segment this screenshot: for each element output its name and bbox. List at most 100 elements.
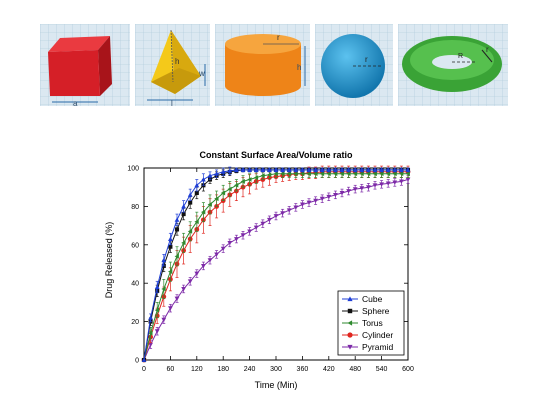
torus-panel: r R [398,24,508,106]
data-point [154,307,160,313]
data-point [313,167,318,172]
data-point [379,167,384,172]
data-point [273,167,279,172]
data-point [352,167,358,172]
data-point [247,167,252,172]
data-point [161,286,166,292]
data-point [366,171,371,177]
data-point [319,171,325,177]
pyramid-w-label: w [198,69,205,78]
data-point [174,227,180,232]
data-point [253,225,259,230]
data-point [154,329,160,334]
data-point [280,171,285,177]
x-tick-label: 0 [142,366,146,373]
data-point [141,357,147,362]
plot-area: 0 60 120 180 240 300 360 420 480 540 600 0 20 40 60 80 1… [127,166,414,374]
y-tick-label: 40 [131,281,139,288]
data-point [319,196,325,202]
data-point [207,202,212,207]
data-point [300,171,305,177]
data-point [207,258,213,263]
shape-illustrations: a h w l r h [0,0,548,120]
data-point [293,167,299,172]
sphere-illustration: r [315,24,393,106]
data-point [280,167,285,172]
x-tick-label: 120 [191,366,203,373]
data-point [181,204,186,209]
data-point [293,171,298,177]
x-tick-label: 60 [167,366,175,373]
data-point [359,167,365,172]
data-point [253,175,259,180]
data-point [181,240,186,246]
data-point [366,167,371,172]
data-point [194,271,200,276]
data-point [168,306,173,311]
data-point [372,167,378,172]
data-point [385,171,391,177]
data-point [227,186,232,192]
data-point [247,177,252,182]
data-point [273,171,278,177]
data-point [326,171,331,177]
cylinder-illustration: r h [215,24,310,106]
data-point [333,192,338,198]
data-point [306,167,312,172]
data-point [405,177,411,182]
data-point [306,200,312,205]
data-point [194,219,199,225]
x-tick-label: 360 [297,366,309,373]
cylinder-r-label: r [277,33,280,42]
data-point [267,167,272,172]
legend-marker [347,344,353,350]
data-point [240,167,246,172]
data-point [148,315,153,320]
data-point [260,173,265,179]
y-axis-label: Drug Released (%) [104,222,114,299]
sphere-panel: r [315,24,393,106]
data-point [293,205,299,210]
pyramid-l-label: l [171,99,173,106]
data-point [352,171,358,177]
y-tick-label: 60 [131,242,139,249]
torus-R-label: R [458,53,463,60]
data-point [326,194,332,200]
data-point [300,167,305,172]
data-point [372,183,378,188]
data-point [286,167,292,172]
pyramid-panel: h w l [135,24,210,106]
data-point [372,171,377,177]
data-point [306,171,311,177]
data-point [181,287,186,292]
data-point [313,171,318,177]
data-point [220,169,226,174]
legend-marker [347,308,353,314]
data-point [326,167,332,172]
x-tick-label: 600 [402,366,414,373]
series-cube [141,166,411,362]
y-tick-label: 0 [135,358,139,365]
data-point [399,167,404,172]
data-point [359,186,365,191]
x-tick-label: 240 [244,366,256,373]
data-point [234,182,239,188]
data-point [260,167,266,172]
data-point [240,179,245,184]
data-point [392,171,397,177]
data-point [201,264,206,269]
data-point [339,167,345,172]
data-point [168,244,173,249]
data-point [161,317,167,323]
series-pyramid [141,175,411,363]
data-point [187,228,193,234]
data-point [234,167,239,172]
data-point [260,221,266,227]
data-point [187,192,193,197]
data-point [148,342,153,348]
cylinder-h-label: h [297,63,301,72]
legend-marker [347,296,353,302]
data-point [405,167,411,172]
data-point [220,246,226,252]
data-point [227,240,233,246]
